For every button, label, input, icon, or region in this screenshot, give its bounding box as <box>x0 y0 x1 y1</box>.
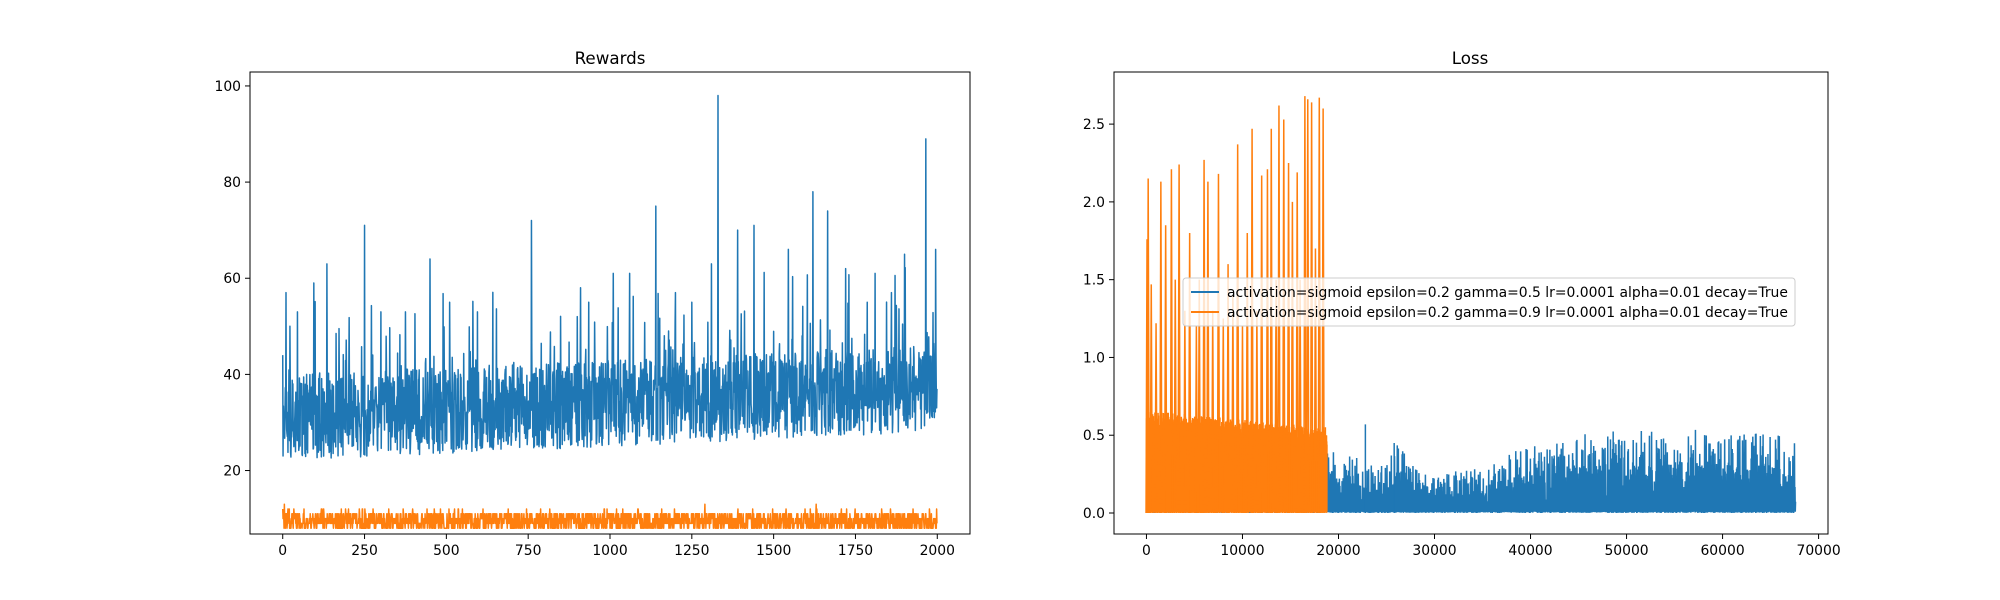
rewards-xtick-label: 250 <box>351 543 378 559</box>
loss-ytick-label: 1.5 <box>1083 273 1105 289</box>
rewards-xtick-label: 1500 <box>756 543 791 559</box>
rewards-xtick-label: 1750 <box>838 543 873 559</box>
loss-ytick-label: 0.0 <box>1083 506 1105 522</box>
rewards-xtick-label: 0 <box>278 543 287 559</box>
rewards-xtick-label: 2000 <box>920 543 955 559</box>
rewards-ticks: 0 250 500 750 1000 1250 1500 1750 2000 20 40 60 80 10… <box>214 79 954 559</box>
loss-legend: activation=sigmoid epsilon=0.2 gamma=0.5… <box>1182 277 1796 327</box>
loss-ytick-label: 0.5 <box>1083 428 1105 444</box>
rewards-ytick-label: 40 <box>223 367 241 383</box>
loss-xtick-label: 60000 <box>1700 543 1744 559</box>
rewards-xtick-label: 1000 <box>592 543 627 559</box>
loss-axes-frame <box>1113 71 1829 535</box>
loss-ticks: 0 10000 20000 30000 40000 50000 60000 70000 0.0 0… <box>1083 117 1841 559</box>
loss-title: Loss <box>1452 48 1489 68</box>
loss-legend-label-1: activation=sigmoid epsilon=0.2 gamma=0.9… <box>1227 305 1788 321</box>
loss-legend-label-0: activation=sigmoid epsilon=0.2 gamma=0.5… <box>1227 285 1788 301</box>
rewards-xtick-label: 500 <box>433 543 460 559</box>
loss-xtick-label: 20000 <box>1316 543 1360 559</box>
loss-ytick-label: 2.5 <box>1083 117 1105 133</box>
loss-xtick-label: 70000 <box>1796 543 1840 559</box>
loss-series-0-peaks <box>1364 424 1395 513</box>
loss-xtick-label: 50000 <box>1604 543 1648 559</box>
rewards-xtick-label: 1250 <box>674 543 709 559</box>
rewards-xtick-label: 750 <box>515 543 542 559</box>
loss-legend-box <box>1182 277 1796 327</box>
rewards-panel: Rewards 0 250 500 750 1000 1250 1500 1750 2000 20… <box>214 48 971 559</box>
rewards-series-1-line <box>281 503 938 529</box>
rewards-series-0-line <box>281 94 938 459</box>
loss-xtick-label: 30000 <box>1412 543 1456 559</box>
loss-xtick-label: 0 <box>1142 543 1151 559</box>
loss-panel: Loss 0 10000 20000 30000 40000 50000 60000 7000… <box>1083 48 1841 559</box>
rewards-ytick-label: 100 <box>214 79 241 95</box>
rewards-ytick-label: 60 <box>223 271 241 287</box>
rewards-ytick-label: 20 <box>223 464 241 480</box>
loss-xtick-label: 40000 <box>1508 543 1552 559</box>
loss-ytick-label: 1.0 <box>1083 350 1105 366</box>
rewards-plot-area <box>281 94 938 529</box>
loss-xtick-label: 10000 <box>1220 543 1264 559</box>
rewards-ytick-label: 80 <box>223 175 241 191</box>
rewards-title: Rewards <box>575 48 646 68</box>
loss-ytick-label: 2.0 <box>1083 195 1105 211</box>
